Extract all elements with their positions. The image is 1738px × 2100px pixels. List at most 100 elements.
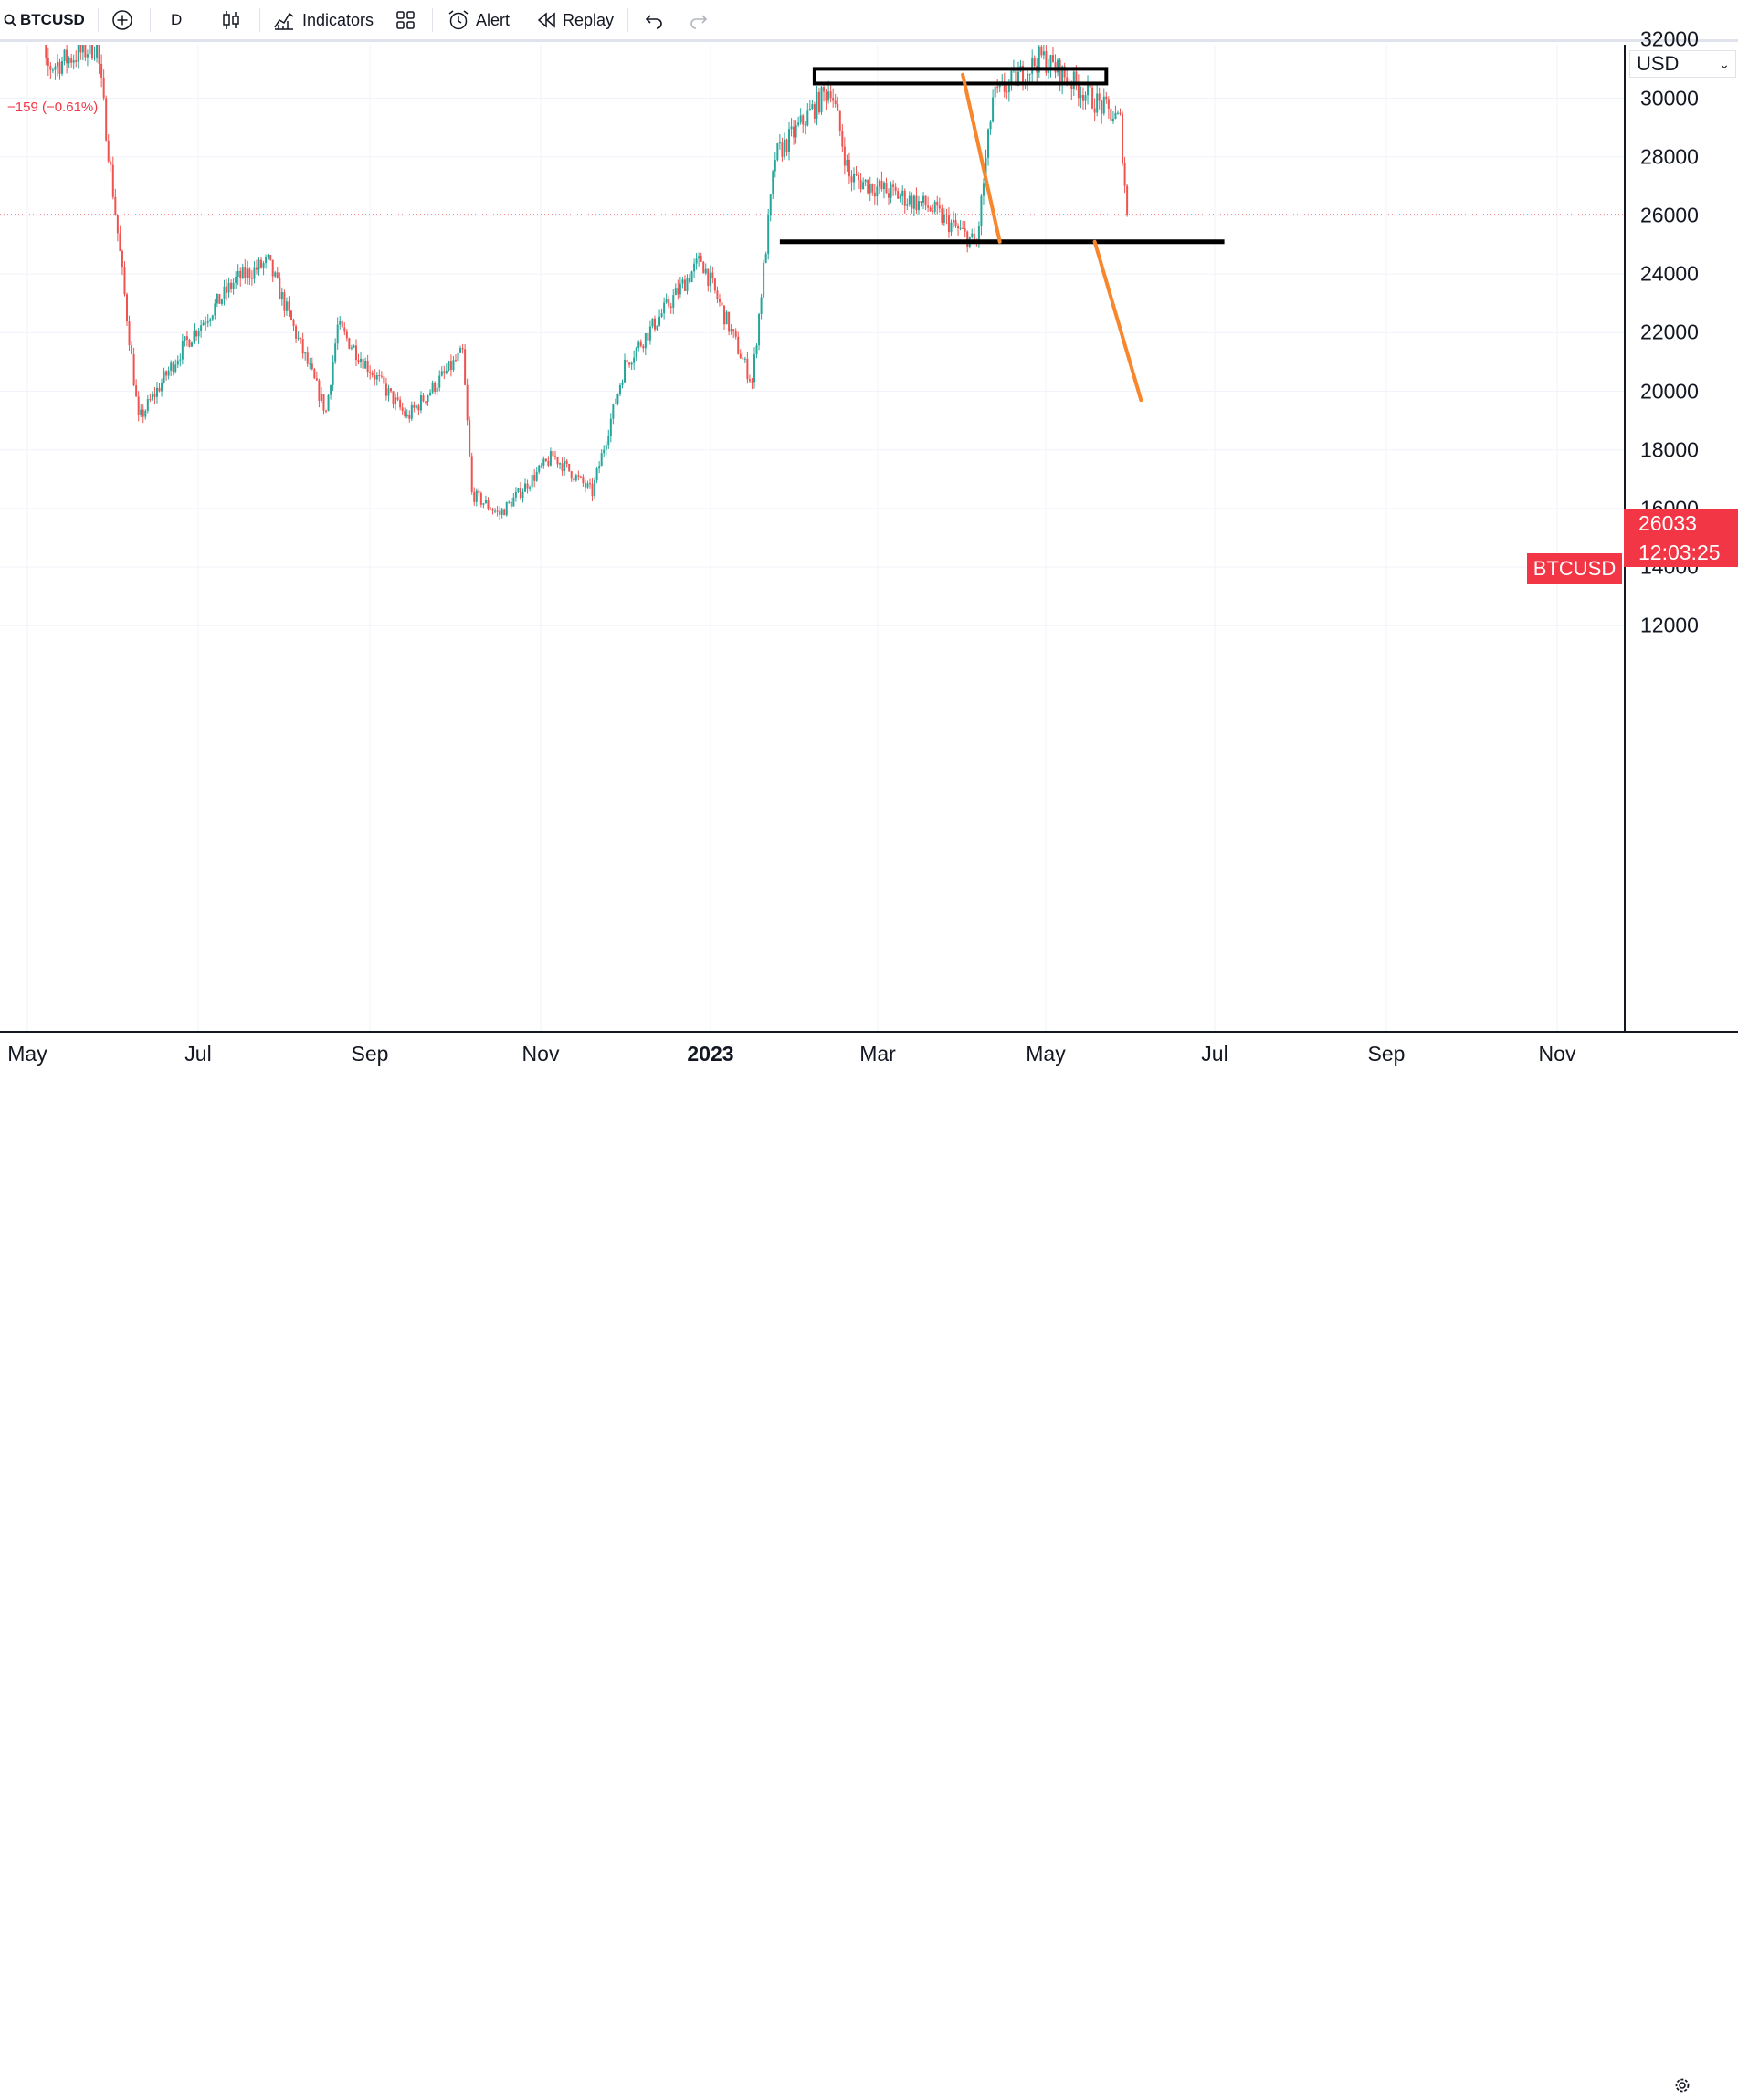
redo-button[interactable] <box>688 0 708 40</box>
compare-button[interactable] <box>111 0 133 40</box>
toolbar-divider <box>432 8 433 32</box>
bar-countdown: 12:03:25 <box>1638 541 1721 564</box>
candle-body <box>677 288 679 295</box>
resistance-rectangle <box>812 67 1109 86</box>
candle-body <box>63 49 66 61</box>
candle-body <box>698 256 700 259</box>
currency-select[interactable]: USD ⌄ <box>1629 50 1736 78</box>
candle-body <box>309 363 311 365</box>
candle-body <box>121 250 123 268</box>
price-chart[interactable] <box>0 0 1624 1031</box>
candle-body <box>89 38 91 55</box>
candle-body <box>1122 113 1124 164</box>
candle-body <box>1105 96 1108 100</box>
price-tick-label: 26000 <box>1640 203 1699 227</box>
candle-body <box>354 345 357 360</box>
candle-body <box>829 91 832 99</box>
candle-body <box>953 220 954 223</box>
candle-body <box>1072 71 1075 89</box>
candle-body <box>987 129 990 158</box>
candle-body <box>880 180 883 190</box>
candle-body <box>96 41 99 58</box>
candle-body <box>389 388 392 392</box>
candle-body <box>1091 87 1094 109</box>
candle-body <box>1093 108 1096 113</box>
candle-body <box>888 193 890 198</box>
candle-body <box>906 204 909 206</box>
candle-body <box>964 228 966 232</box>
time-tick-label: Jul <box>184 1042 212 1066</box>
candle-body <box>1016 71 1019 86</box>
candle-body <box>473 491 476 502</box>
candle-body <box>644 333 647 349</box>
candle-body <box>369 372 372 373</box>
candle-body <box>799 115 802 123</box>
candle-body <box>452 360 455 371</box>
candle-body <box>595 468 598 481</box>
candle-body <box>1098 93 1101 101</box>
candle-body <box>813 104 816 119</box>
candle-body <box>425 401 427 403</box>
candle-body <box>353 345 355 348</box>
templates-button[interactable] <box>395 0 416 40</box>
interval-button[interactable]: D <box>171 0 182 40</box>
toolbar-divider <box>627 8 628 32</box>
chart-pane[interactable]: −159 (−0.61%) BTCUSD <box>0 0 1624 1071</box>
candle-body <box>642 345 645 349</box>
candle-body <box>855 173 858 176</box>
chart-type-button[interactable] <box>221 0 241 40</box>
candle-body <box>1010 70 1013 82</box>
candle-body <box>751 381 753 383</box>
replay-button[interactable]: Replay <box>537 0 614 40</box>
candle-body <box>77 44 79 62</box>
candle-body <box>1028 73 1031 75</box>
candle-body <box>544 458 547 461</box>
candle-body <box>605 445 607 450</box>
candle-body <box>1052 55 1055 63</box>
time-axis[interactable]: May Jul Sep Nov 2023 Mar May Jul Sep Nov <box>0 1031 1738 2093</box>
candle-body <box>760 297 763 314</box>
candle-body <box>531 475 533 488</box>
symbol-search-button[interactable]: BTCUSD <box>4 0 85 40</box>
candle-body <box>404 411 406 417</box>
candle-body <box>553 456 556 457</box>
candle-body <box>135 385 138 397</box>
candle-body <box>570 471 573 479</box>
candle-body <box>660 313 663 317</box>
chevron-down-icon: ⌄ <box>1719 57 1730 71</box>
candle-body <box>429 392 432 396</box>
candle-body <box>938 205 941 209</box>
candle-body <box>802 115 805 125</box>
candle-body <box>415 405 417 408</box>
candle-body <box>542 458 545 467</box>
candle-body <box>1038 46 1040 73</box>
candle-body <box>1061 66 1064 85</box>
candle-body <box>962 227 964 229</box>
redo-icon <box>688 11 708 29</box>
candle-body <box>374 375 376 380</box>
candle-body <box>153 394 156 397</box>
candle-body <box>269 254 272 260</box>
indicators-button[interactable]: Indicators <box>273 0 374 40</box>
candle-body <box>533 475 536 481</box>
candle-body <box>371 373 374 376</box>
candle-body <box>908 195 911 205</box>
candle-body <box>454 360 457 362</box>
alert-button[interactable]: Alert <box>447 0 510 40</box>
candle-body <box>235 276 237 283</box>
candle-body <box>58 61 61 74</box>
candle-body <box>396 397 399 400</box>
candle-body <box>1114 112 1117 119</box>
candle-body <box>746 358 749 380</box>
candle-body <box>410 404 413 419</box>
candle-body <box>852 173 855 183</box>
candle-body <box>98 41 100 64</box>
candle-body <box>280 292 283 300</box>
candle-body <box>434 382 437 392</box>
undo-button[interactable] <box>645 0 665 40</box>
time-tick-label: 2023 <box>687 1042 734 1066</box>
time-tick-label: May <box>1026 1042 1066 1066</box>
candle-body <box>54 66 57 70</box>
candle-body <box>790 126 793 130</box>
settings-gear-icon[interactable] <box>1672 2075 1692 2100</box>
